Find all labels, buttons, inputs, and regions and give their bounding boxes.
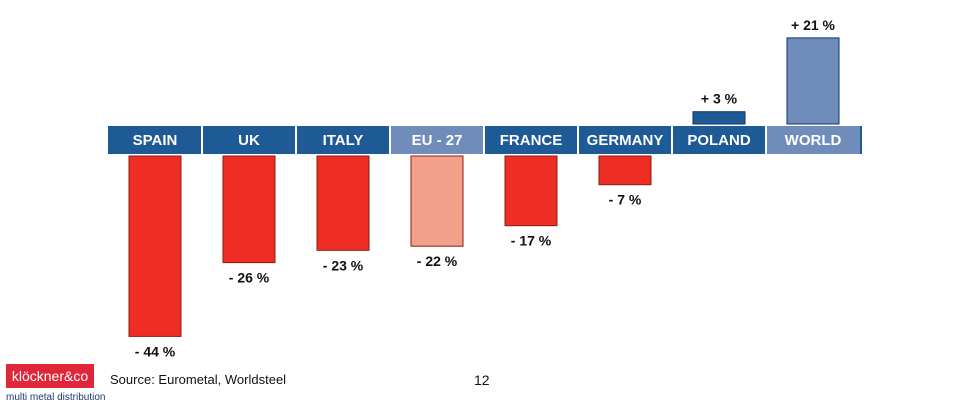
bar-spain bbox=[128, 155, 182, 337]
band-divider bbox=[201, 126, 203, 154]
value-label-france: - 17 % bbox=[511, 233, 552, 249]
kloeckner-logo: klöckner&co bbox=[6, 364, 94, 388]
bar-world bbox=[786, 37, 840, 125]
value-label-uk: - 26 % bbox=[229, 270, 270, 286]
band-divider bbox=[389, 126, 391, 154]
value-label-world: + 21 % bbox=[791, 17, 836, 33]
bar-germany bbox=[598, 155, 652, 186]
band-cell-italy bbox=[296, 126, 390, 154]
category-band: SPAIN UK ITALY EU - 27 FRANCE GERMANY POLAND WO… bbox=[108, 126, 862, 154]
band-divider bbox=[765, 126, 767, 154]
category-label-spain: SPAIN bbox=[133, 132, 178, 149]
bar-uk bbox=[222, 155, 276, 264]
band-cell-world bbox=[766, 126, 860, 154]
band-end bbox=[860, 126, 862, 154]
band-cell-uk bbox=[202, 126, 296, 154]
category-label-poland: POLAND bbox=[687, 132, 751, 149]
value-labels-group: - 44 % - 26 % - 23 % - 22 % - 17 % - 7 % + 3 %… bbox=[135, 17, 836, 359]
category-label-italy: ITALY bbox=[323, 132, 364, 149]
band-divider bbox=[671, 126, 673, 154]
band-divider bbox=[295, 126, 297, 154]
category-label-germany: GERMANY bbox=[587, 132, 664, 149]
band-cell-spain bbox=[108, 126, 202, 154]
category-label-eu-27: EU - 27 bbox=[412, 132, 463, 149]
logo-tagline: multi metal distribution bbox=[6, 392, 106, 403]
band-divider bbox=[577, 126, 579, 154]
band-cell-france bbox=[484, 126, 578, 154]
source-note: Source: Eurometal, Worldsteel bbox=[110, 372, 287, 387]
bar-italy bbox=[316, 155, 370, 251]
band-cell-germany bbox=[578, 126, 672, 154]
band-cell-eu-27 bbox=[390, 126, 484, 154]
page-number: 12 bbox=[474, 372, 490, 388]
category-label-world: WORLD bbox=[785, 132, 842, 149]
bars-group bbox=[128, 37, 840, 337]
band-cell-poland bbox=[672, 126, 766, 154]
value-label-poland: + 3 % bbox=[701, 91, 738, 107]
category-label-uk: UK bbox=[238, 132, 260, 149]
value-label-eu-27: - 22 % bbox=[417, 253, 458, 269]
bar-france bbox=[504, 155, 558, 227]
value-label-germany: - 7 % bbox=[609, 192, 642, 208]
category-label-france: FRANCE bbox=[500, 132, 563, 149]
value-label-italy: - 23 % bbox=[323, 257, 364, 273]
value-label-spain: - 44 % bbox=[135, 343, 176, 359]
bar-eu-27 bbox=[410, 155, 464, 247]
band-divider bbox=[483, 126, 485, 154]
bar-poland bbox=[692, 111, 746, 125]
